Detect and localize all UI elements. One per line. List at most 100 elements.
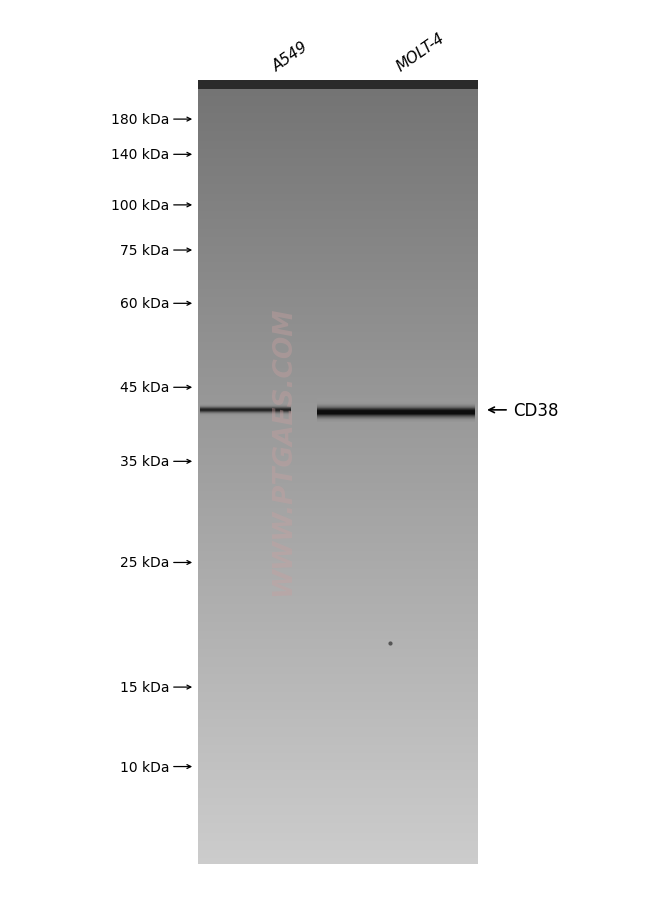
Bar bbox=[198, 426, 478, 428]
Bar bbox=[198, 695, 478, 698]
Bar bbox=[198, 806, 478, 809]
Bar bbox=[198, 291, 478, 294]
Bar bbox=[198, 81, 478, 90]
Bar bbox=[198, 134, 478, 138]
Bar bbox=[198, 334, 478, 336]
Bar bbox=[198, 166, 478, 169]
Bar bbox=[198, 496, 478, 499]
Bar bbox=[198, 575, 478, 577]
Bar bbox=[198, 570, 478, 573]
Bar bbox=[198, 350, 478, 353]
Bar bbox=[198, 305, 478, 308]
Bar bbox=[198, 637, 478, 640]
Bar bbox=[198, 94, 478, 97]
Bar bbox=[198, 387, 478, 390]
Bar bbox=[198, 518, 478, 520]
Text: 35 kDa: 35 kDa bbox=[120, 455, 169, 469]
Text: 60 kDa: 60 kDa bbox=[120, 297, 169, 311]
Bar bbox=[198, 860, 478, 862]
Bar bbox=[198, 731, 478, 733]
Bar bbox=[198, 796, 478, 800]
Bar bbox=[198, 724, 478, 727]
Bar bbox=[198, 639, 478, 641]
Bar bbox=[198, 447, 478, 450]
Bar bbox=[198, 664, 478, 667]
Bar bbox=[198, 759, 478, 762]
Bar bbox=[198, 216, 478, 220]
Bar bbox=[198, 324, 478, 327]
Bar bbox=[198, 595, 478, 599]
Bar bbox=[198, 500, 478, 502]
Bar bbox=[198, 109, 478, 112]
Bar bbox=[198, 861, 478, 864]
Bar bbox=[198, 439, 478, 442]
Bar bbox=[198, 436, 478, 438]
Bar bbox=[198, 172, 478, 175]
Bar bbox=[198, 146, 478, 150]
Bar bbox=[198, 607, 478, 611]
Bar bbox=[198, 640, 478, 643]
Bar bbox=[198, 684, 478, 686]
Bar bbox=[198, 851, 478, 854]
Bar bbox=[198, 365, 478, 368]
Bar bbox=[198, 352, 478, 354]
Bar bbox=[198, 666, 478, 668]
Bar bbox=[198, 858, 478, 861]
Text: CD38: CD38 bbox=[514, 401, 559, 419]
Bar bbox=[198, 761, 478, 765]
Bar bbox=[198, 149, 478, 152]
Bar bbox=[198, 682, 478, 685]
Bar bbox=[198, 647, 478, 649]
Bar bbox=[198, 244, 478, 247]
Bar bbox=[198, 441, 478, 445]
Bar bbox=[198, 121, 478, 124]
Bar bbox=[198, 420, 478, 423]
Bar bbox=[198, 399, 478, 401]
Bar bbox=[198, 137, 478, 140]
Bar bbox=[198, 699, 478, 702]
Bar bbox=[198, 205, 478, 208]
Bar bbox=[198, 250, 478, 253]
Bar bbox=[198, 429, 478, 433]
Bar bbox=[198, 117, 478, 120]
Bar bbox=[198, 385, 478, 388]
Bar bbox=[198, 266, 478, 269]
Bar bbox=[198, 340, 478, 343]
Bar bbox=[198, 836, 478, 839]
Bar bbox=[198, 523, 478, 526]
Bar bbox=[198, 734, 478, 737]
Bar bbox=[198, 801, 478, 804]
Bar bbox=[198, 303, 478, 306]
Bar bbox=[198, 652, 478, 655]
Bar bbox=[198, 154, 478, 157]
Bar bbox=[198, 674, 478, 676]
Bar bbox=[198, 848, 478, 851]
Bar bbox=[198, 400, 478, 403]
Bar bbox=[198, 676, 478, 678]
Bar bbox=[198, 679, 478, 683]
Bar bbox=[198, 162, 478, 165]
Bar bbox=[198, 359, 478, 363]
Bar bbox=[198, 719, 478, 722]
Bar bbox=[198, 811, 478, 814]
Bar bbox=[198, 826, 478, 829]
Bar bbox=[198, 406, 478, 410]
Bar bbox=[198, 783, 478, 786]
Bar bbox=[198, 125, 478, 128]
Bar bbox=[198, 654, 478, 658]
Bar bbox=[198, 375, 478, 378]
Bar bbox=[198, 345, 478, 348]
Bar bbox=[198, 717, 478, 720]
Bar bbox=[198, 617, 478, 620]
Bar bbox=[198, 409, 478, 411]
Bar bbox=[198, 158, 478, 161]
Bar bbox=[198, 347, 478, 351]
Bar bbox=[198, 781, 478, 784]
Bar bbox=[198, 437, 478, 440]
Bar bbox=[198, 144, 478, 147]
Bar bbox=[198, 586, 478, 589]
Bar bbox=[198, 308, 478, 311]
Bar bbox=[198, 551, 478, 554]
Bar bbox=[198, 476, 478, 479]
Bar bbox=[198, 584, 478, 587]
